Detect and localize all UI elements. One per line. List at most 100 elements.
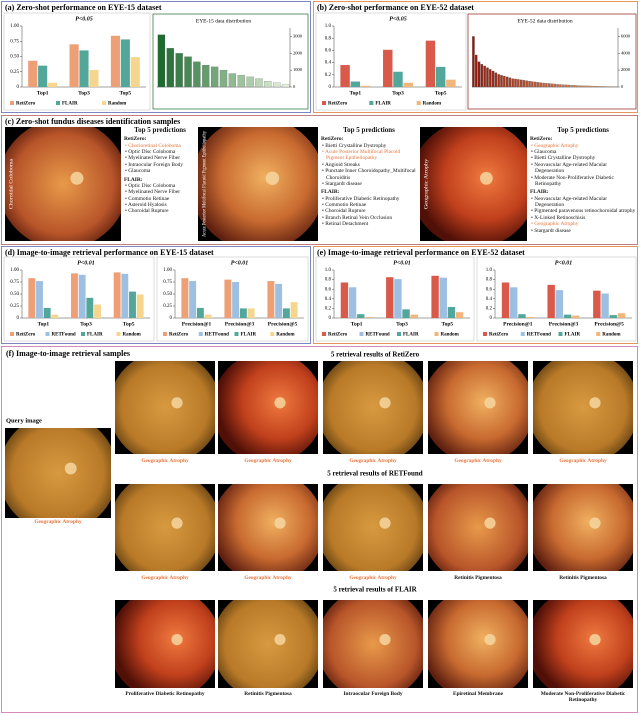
optic-disc (171, 634, 183, 646)
legend-label: RETFound (366, 332, 390, 337)
y-tick-label: 0.25 (10, 304, 19, 309)
prediction-item: • Stargardt disease (322, 180, 362, 187)
optic-disc (171, 517, 183, 529)
bar (219, 70, 228, 88)
retina (428, 484, 528, 571)
prediction-item: • Geographic Atrophy (531, 221, 579, 228)
legend-swatch (359, 332, 364, 336)
bar (69, 44, 79, 87)
bar (501, 282, 510, 318)
retina (115, 484, 215, 571)
result-label: Geographic Atrophy (34, 519, 82, 525)
legend-swatch (116, 332, 121, 336)
fundus-image (533, 361, 633, 454)
prediction-text: Bietti Crystalline Dystrophy (325, 142, 387, 149)
bar (130, 57, 140, 87)
panel-title: (e) Image-to-image retrieval performance… (317, 248, 525, 257)
bar (601, 86, 604, 88)
bar (553, 83, 557, 88)
annotation: P<0.05 (389, 16, 407, 22)
bar (350, 81, 361, 87)
y-tick-label: 0.6 (325, 49, 332, 54)
fundus-image (218, 600, 318, 688)
bar (570, 85, 573, 88)
y-tick-label: 0.75 (163, 280, 172, 285)
legend-label: RETFound (205, 332, 229, 337)
bar (365, 317, 373, 318)
model-name: RetiZero: (124, 136, 147, 143)
optic-disc (379, 397, 391, 409)
result-label: Geographic Atrophy (244, 458, 292, 464)
bar (519, 79, 523, 88)
bar (193, 61, 201, 88)
x-tick-label: Top3 (392, 90, 404, 96)
bar (581, 85, 585, 88)
x-tick-label: Top1 (37, 321, 49, 327)
chart-frame (467, 13, 637, 110)
bar (228, 73, 237, 88)
y-tick-label: 4000 (621, 50, 631, 55)
chart-frame (315, 256, 475, 342)
x-tick-label: Top1 (349, 90, 361, 96)
bar (267, 281, 275, 318)
y-tick-label: 0.6 (486, 287, 493, 292)
bar (402, 309, 410, 318)
bar (113, 272, 121, 318)
prediction-text: Moderate Non-Proliferative Diabetic Reti… (534, 174, 614, 187)
prediction-item: • X-Linked Retinoschisis (531, 214, 586, 221)
y-tick-label: 0.4 (325, 297, 332, 302)
y-tick-label: 0.75 (10, 39, 19, 44)
bar (446, 79, 456, 87)
y-tick-label: 1.00 (10, 268, 19, 273)
chart-title: EYE-52 data distribution (517, 18, 573, 24)
x-tick-label: Precision@3 (549, 321, 579, 327)
bar (94, 304, 101, 318)
y-tick-label: 6000 (621, 33, 631, 38)
bar (604, 86, 607, 88)
y-tick-label: 0.25 (163, 304, 172, 309)
bar (539, 82, 543, 88)
legend-swatch (416, 101, 421, 105)
bar (598, 86, 601, 88)
bar (386, 277, 394, 318)
y-tick-label: 0 (170, 316, 173, 321)
bar (36, 281, 43, 318)
legend-label: Random (423, 101, 442, 106)
fundus-image (428, 600, 528, 688)
prediction-text: Geographic Atrophy (534, 221, 579, 228)
legend-label: Random (441, 332, 460, 337)
prediction-text: Choroidal Rupture (325, 208, 366, 215)
y-tick-label: 0.6 (325, 287, 332, 292)
chart-frame (476, 256, 637, 342)
legend-label: FLAIR (375, 101, 391, 106)
bar (43, 307, 51, 318)
retina (198, 127, 318, 241)
fundus-image (428, 361, 528, 454)
legend-label: RetiZero (16, 101, 36, 106)
result-label: Geographic Atrophy (141, 575, 189, 581)
bar (290, 302, 298, 318)
legend-swatch (10, 101, 14, 105)
bar (486, 67, 489, 88)
prediction-text: Glaucoma (534, 149, 557, 155)
bar (224, 279, 232, 318)
legend-swatch (45, 332, 50, 336)
bar (518, 314, 526, 318)
retina (218, 600, 318, 688)
prediction-text: Optic Disc Coloboma (128, 149, 176, 155)
prediction-text: X-Linked Retinoschisis (534, 214, 586, 221)
bar (564, 84, 568, 88)
optic-disc (171, 397, 183, 409)
annotation: P<0.01 (77, 260, 95, 266)
legend-label: FLAIR (565, 332, 581, 337)
bar (447, 306, 456, 318)
image-label: Geographic Atrophy (423, 159, 429, 210)
result-label: Geographic Atrophy (559, 458, 607, 464)
prediction-text: Asteroid Hyalosis (127, 202, 167, 208)
bar (494, 72, 498, 88)
bar (474, 54, 478, 88)
y-tick-label: 0.2 (325, 73, 332, 78)
y-tick-label: 0 (293, 84, 296, 89)
legend-swatch (322, 101, 326, 105)
retina (533, 484, 633, 571)
